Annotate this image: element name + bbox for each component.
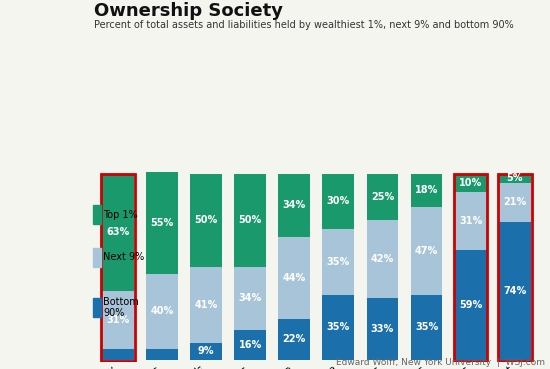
Bar <box>102 291 134 349</box>
Bar <box>499 222 531 360</box>
Bar <box>455 250 487 360</box>
Text: 10%: 10% <box>459 178 482 188</box>
Bar <box>411 207 442 294</box>
Text: Ownership Society: Ownership Society <box>94 2 283 20</box>
Text: 9%: 9% <box>198 346 214 356</box>
Bar <box>499 173 531 183</box>
Text: 22%: 22% <box>283 334 306 344</box>
Bar <box>190 267 222 343</box>
Text: 31%: 31% <box>459 216 482 226</box>
Bar <box>278 237 310 319</box>
Bar <box>411 294 442 360</box>
Bar <box>411 173 442 207</box>
Text: Percent of total assets and liabilities held by wealthiest 1%, next 9% and botto: Percent of total assets and liabilities … <box>94 20 513 30</box>
Bar <box>455 192 487 250</box>
Bar <box>278 173 310 237</box>
Bar <box>146 349 178 360</box>
Bar <box>102 349 134 360</box>
Text: 34%: 34% <box>283 200 306 210</box>
Bar <box>322 173 354 230</box>
Text: 44%: 44% <box>283 273 306 283</box>
Bar <box>146 274 178 349</box>
Text: 40%: 40% <box>150 306 173 316</box>
Text: 35%: 35% <box>415 322 438 332</box>
Bar <box>92 248 101 267</box>
Text: Top 1%: Top 1% <box>103 210 138 220</box>
Text: 35%: 35% <box>327 257 350 267</box>
Text: Next 9%: Next 9% <box>103 252 145 262</box>
Bar <box>102 173 134 291</box>
Text: 59%: 59% <box>459 300 482 310</box>
Text: 47%: 47% <box>415 246 438 256</box>
Bar <box>278 319 310 360</box>
Bar <box>366 298 398 360</box>
Bar <box>190 173 222 267</box>
Text: 63%: 63% <box>106 227 129 237</box>
Text: 18%: 18% <box>415 185 438 195</box>
Text: 21%: 21% <box>503 197 526 207</box>
Text: 42%: 42% <box>371 254 394 264</box>
Bar <box>146 172 178 274</box>
Text: 41%: 41% <box>194 300 218 310</box>
Bar <box>92 205 101 224</box>
Bar <box>322 294 354 360</box>
Bar <box>234 173 266 267</box>
Bar <box>190 343 222 360</box>
Bar <box>322 230 354 294</box>
Text: 16%: 16% <box>239 340 262 350</box>
Bar <box>92 298 101 317</box>
Bar <box>366 173 398 220</box>
Bar <box>499 183 531 222</box>
Bar <box>234 330 266 360</box>
Text: 35%: 35% <box>327 322 350 332</box>
Text: Bottom
90%: Bottom 90% <box>103 297 139 318</box>
Text: 30%: 30% <box>327 197 350 207</box>
Bar <box>366 220 398 298</box>
Text: 25%: 25% <box>371 192 394 202</box>
Text: Edward Wolff, New York University  |  WSJ.com: Edward Wolff, New York University | WSJ.… <box>336 358 544 367</box>
Text: 5%: 5% <box>507 173 523 183</box>
Text: 50%: 50% <box>194 215 218 225</box>
Bar <box>234 267 266 330</box>
Text: 34%: 34% <box>239 293 262 303</box>
Text: 55%: 55% <box>150 218 173 228</box>
Text: 33%: 33% <box>371 324 394 334</box>
Text: 50%: 50% <box>239 215 262 225</box>
Bar <box>455 173 487 192</box>
Text: 31%: 31% <box>106 315 129 325</box>
Text: 74%: 74% <box>503 286 526 296</box>
